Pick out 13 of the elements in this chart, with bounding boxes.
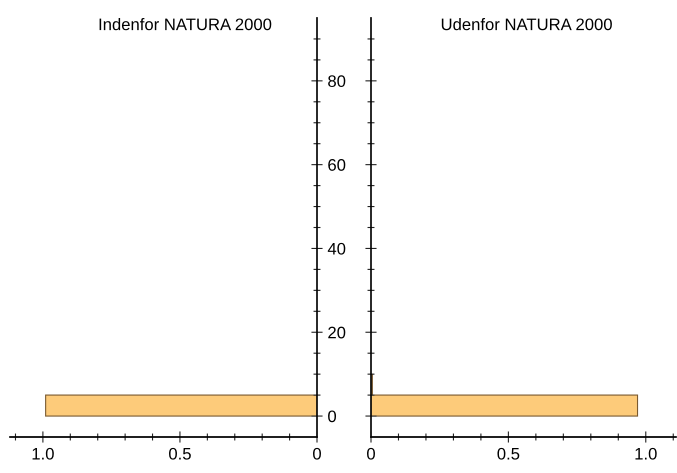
x-tick-label: 0.5 [497,448,520,460]
y-tick-label: 80 [328,75,346,88]
x-tick-label: 0 [313,448,321,460]
x-tick-label: 0 [367,448,375,460]
chart-title: Indenfor NATURA 2000 [100,18,272,30]
y-tick-label: 60 [328,159,346,171]
y-tick-label: 20 [328,326,346,338]
y-tick-label: 40 [328,242,346,255]
y-tick-label: 0 [328,410,336,422]
x-tick-label: 1.0 [635,448,657,460]
x-tick-label: 1.0 [32,448,54,460]
chart-title: Udenfor NATURA 2000 [442,18,612,30]
x-tick-label: 0.5 [169,448,191,460]
